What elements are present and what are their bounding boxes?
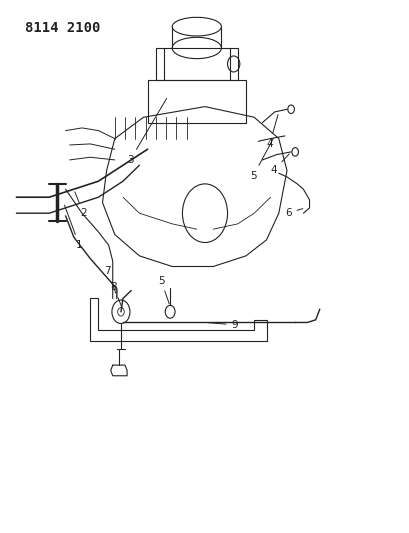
Text: 1: 1: [64, 205, 82, 250]
Text: 4: 4: [266, 115, 277, 149]
Text: 8: 8: [110, 282, 122, 308]
Text: 6: 6: [284, 208, 302, 218]
Text: 5: 5: [249, 139, 273, 181]
Text: 2: 2: [75, 192, 86, 218]
Text: 7: 7: [104, 266, 116, 293]
Text: 9: 9: [207, 320, 238, 330]
Text: 5: 5: [157, 276, 169, 304]
Text: 8114 2100: 8114 2100: [25, 21, 100, 35]
Text: 3: 3: [127, 98, 166, 165]
Text: 4: 4: [270, 154, 288, 175]
